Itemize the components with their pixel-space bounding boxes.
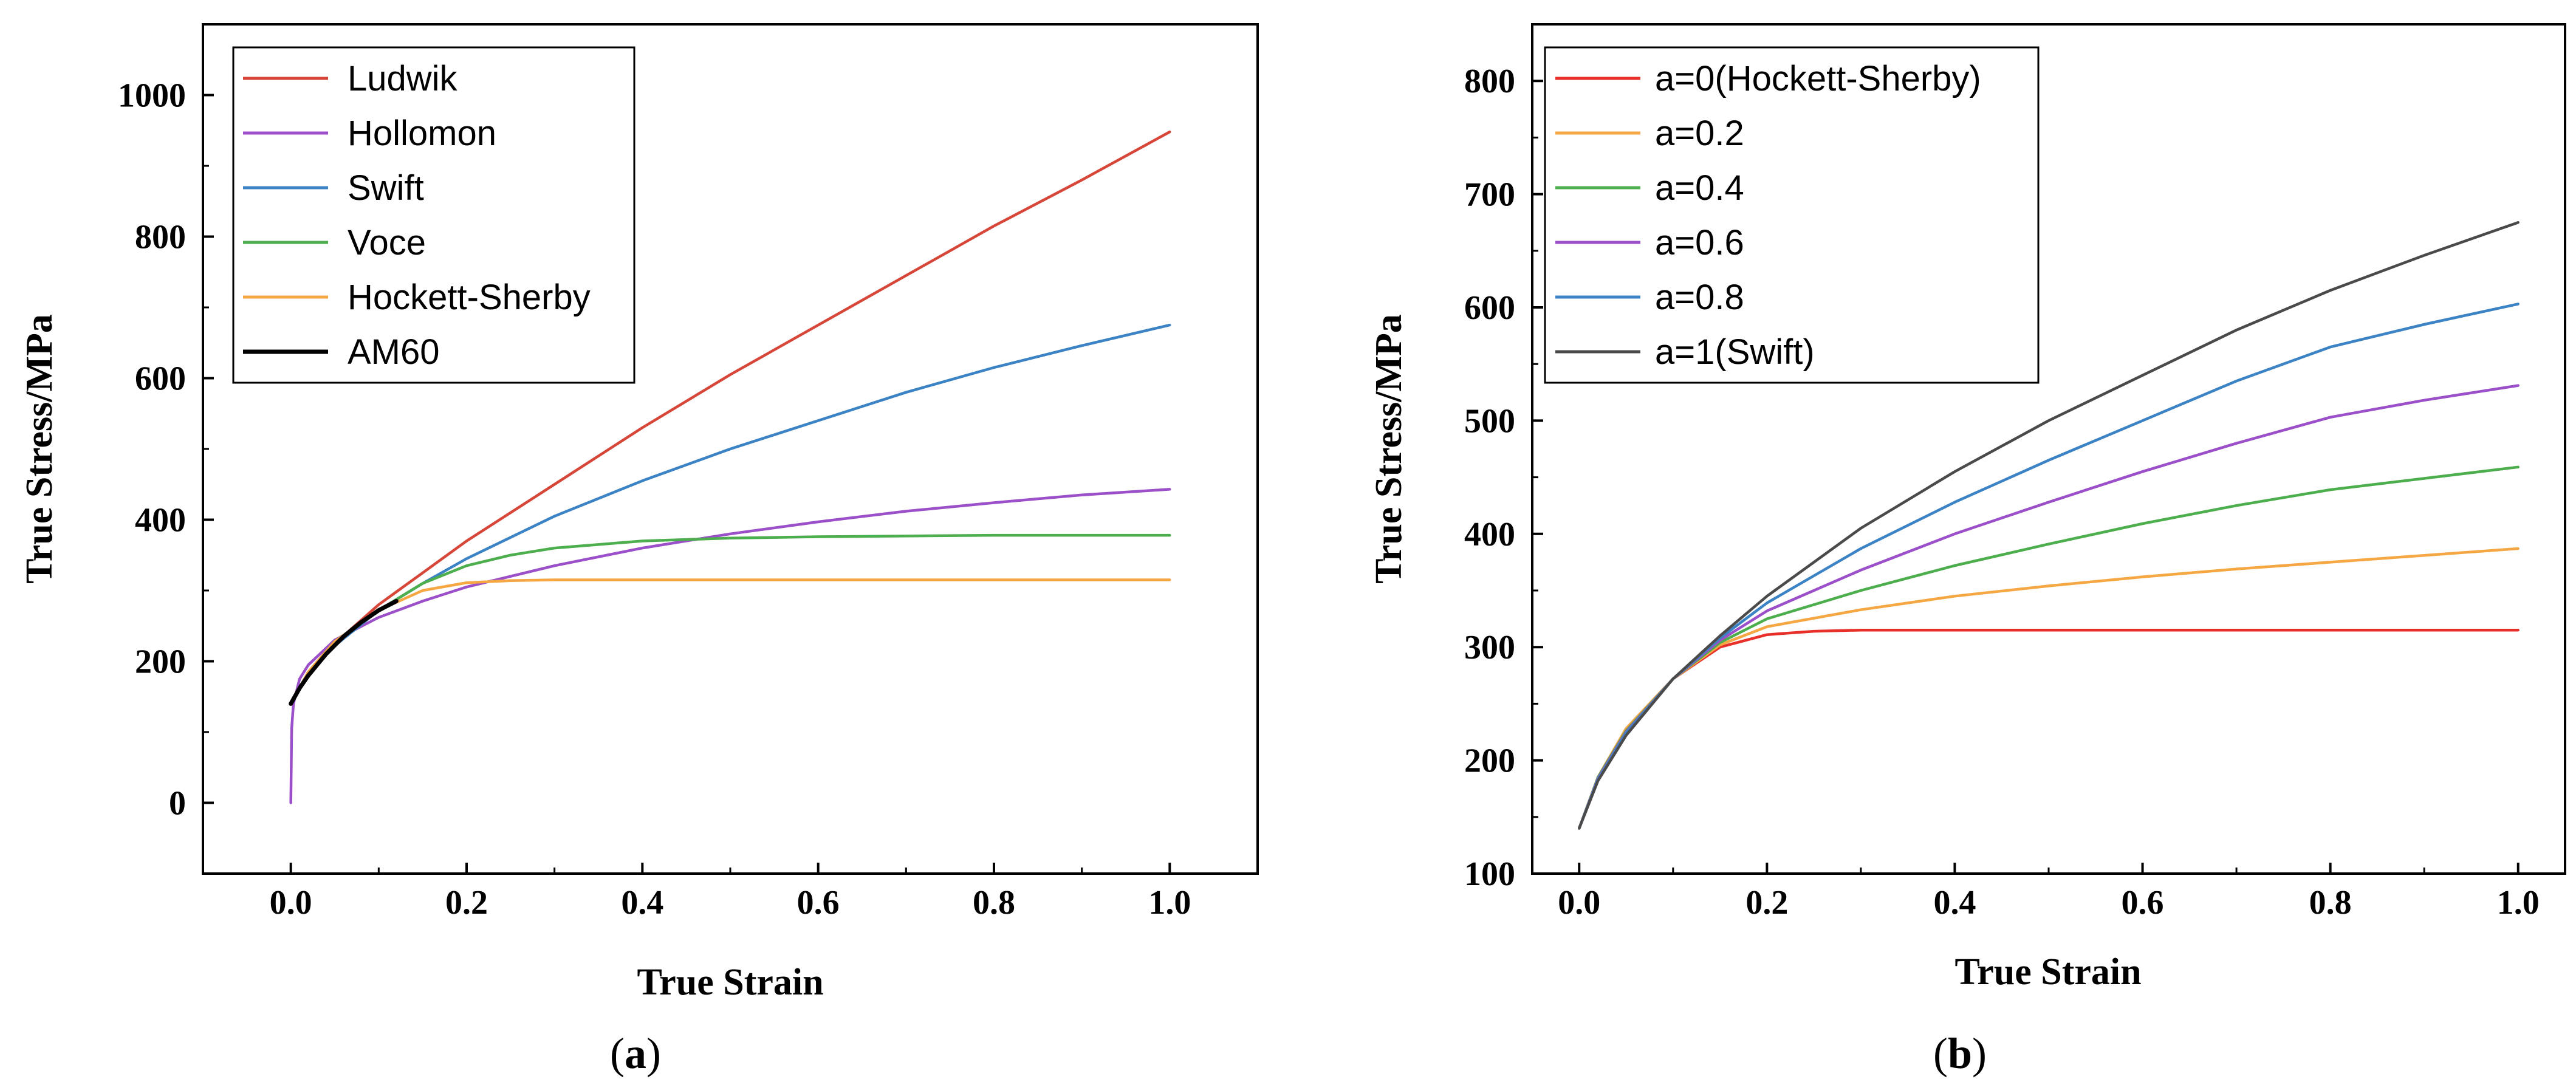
- panel-b-x-tick-label: 0.8: [2309, 884, 2352, 922]
- panel-a-y-axis-title: True Stress/MPa: [19, 314, 60, 584]
- panel-b-y-tick-label: 400: [1464, 516, 1515, 553]
- panel-a-y-tick-label: 800: [135, 219, 186, 256]
- panel-a-x-tick-label: 0.8: [973, 884, 1015, 922]
- panel-b-series-line-a-1-swift: [1578, 221, 2519, 830]
- panel-a-legend-entry-swift: Swift: [243, 168, 424, 208]
- panel-b-legend-entry-a0: a=0(Hockett-Sherby): [1555, 59, 1981, 98]
- panel-b-legend-label-a02: a=0.2: [1655, 114, 1744, 153]
- panel-b-x-tick-label: 0.2: [1745, 884, 1788, 922]
- panel-b-legend-entry-a06: a=0.6: [1555, 223, 1744, 262]
- panel-b-legend-label-a06: a=0.6: [1655, 223, 1744, 262]
- panel-a-legend-entry-am60: AM60: [243, 332, 440, 372]
- panel-b-marks: 0.0 0.2 0.4 0.6 0.8 1.0 100 200 300 400 500 600 700 8…: [1464, 63, 2540, 922]
- panel-b-x-tick-label: 0.0: [1558, 884, 1600, 922]
- panel-b-legend-label-a0: a=0(Hockett-Sherby): [1655, 59, 1981, 98]
- panel-b-y-tick-label: 100: [1464, 855, 1515, 893]
- panel-a-x-axis-title: True Strain: [637, 962, 823, 1003]
- panel-b-legend-label-a08: a=0.8: [1655, 278, 1744, 317]
- panel-a-x-tick-label: 0.4: [621, 884, 663, 922]
- panel-a-legend-entry-ludwik: Ludwik: [243, 59, 458, 98]
- panel-b-legend-label-a04: a=0.4: [1655, 168, 1744, 208]
- panel-b-legend-label-a1: a=1(Swift): [1655, 332, 1815, 372]
- panel-b-caption: (b): [1933, 1029, 1987, 1078]
- panel-a-y-tick-label: 200: [135, 643, 186, 681]
- panel-a-y-tick-label: 400: [135, 502, 186, 539]
- panel-a-marks: 0.0 0.2 0.4 0.6 0.8 1.0 0 200 400 600 800 1000: [118, 77, 1191, 922]
- panel-a-caption: (a): [610, 1029, 661, 1078]
- panel-a-y-tick-label: 600: [135, 360, 186, 398]
- panel-b-x-tick-label: 0.4: [1933, 884, 1976, 922]
- panel-a-y-tick-label: 1000: [118, 77, 186, 115]
- panel-b: 0.0 0.2 0.4 0.6 0.8 1.0 100 200 300 400 500 600 700 8…: [1368, 23, 2566, 1078]
- panel-b-x-tick-label: 0.6: [2122, 884, 2164, 922]
- panel-b-caption-letter: b: [1948, 1029, 1972, 1078]
- panel-b-x-axis-title: True Strain: [1954, 951, 2141, 993]
- panel-b-y-axis-title: True Stress/MPa: [1368, 314, 1410, 584]
- panel-b-y-tick-label: 700: [1464, 176, 1515, 214]
- panel-a-x-tick-label: 1.0: [1148, 884, 1191, 922]
- panel-a-legend: [232, 46, 635, 384]
- panel-a-series-line-am60: [289, 599, 399, 706]
- panel-a-x-tick-label: 0.0: [270, 884, 312, 922]
- panel-b-x-tick-label: 1.0: [2497, 884, 2540, 922]
- panel-a-legend-label-voce: Voce: [348, 223, 426, 262]
- panel-a-legend-label-hockett-sherby: Hockett-Sherby: [348, 278, 591, 317]
- panel-b-y-tick-label: 500: [1464, 402, 1515, 440]
- panel-b-legend-entry-a1: a=1(Swift): [1555, 332, 1815, 372]
- panel-a-legend-entry-voce: Voce: [243, 223, 426, 262]
- panel-a-y-tick-label: 0: [169, 785, 186, 823]
- panel-b-legend-entry-a04: a=0.4: [1555, 168, 1744, 208]
- panel-a-series-line-hollomon: [289, 488, 1171, 804]
- panel-a-legend-label-hollomon: Hollomon: [348, 114, 496, 153]
- panel-a-caption-letter: a: [625, 1029, 646, 1078]
- panel-b-legend-entry-a08: a=0.8: [1555, 278, 1744, 317]
- panel-a-legend-entry-hockett-sherby: Hockett-Sherby: [243, 278, 591, 317]
- panel-b-legend: [1544, 46, 2040, 384]
- panel-b-y-tick-label: 200: [1464, 742, 1515, 780]
- panel-b-y-tick-label: 300: [1464, 629, 1515, 666]
- panel-a-x-tick-label: 0.2: [445, 884, 488, 922]
- panel-a-legend-label-ludwik: Ludwik: [348, 59, 458, 98]
- panel-a-legend-label-swift: Swift: [348, 168, 424, 208]
- panel-a-legend-entry-hollomon: Hollomon: [243, 114, 496, 153]
- panel-b-legend-entry-a02: a=0.2: [1555, 114, 1744, 153]
- panel-b-y-tick-label: 600: [1464, 289, 1515, 327]
- panel-a-x-tick-label: 0.6: [797, 884, 840, 922]
- panel-a: 0.0 0.2 0.4 0.6 0.8 1.0 0 200 400 600 800 1000 Ludw…: [19, 23, 1259, 1078]
- panel-a-series-line-hockett-sherby: [289, 578, 1171, 705]
- panel-b-y-tick-label: 800: [1464, 63, 1515, 100]
- panel-a-legend-label-am60: AM60: [348, 332, 440, 372]
